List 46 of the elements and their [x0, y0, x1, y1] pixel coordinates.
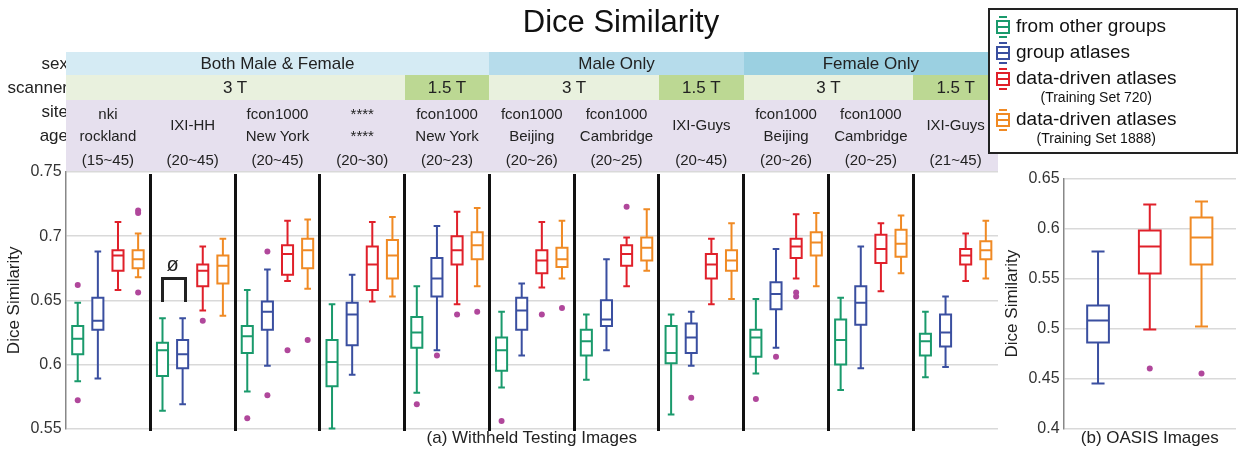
x-axis-title: (b) OASIS Images — [1080, 428, 1219, 448]
x-tick-label: fcon1000 New York (20~45) — [244, 104, 311, 170]
y-tick-label: 0.55 — [30, 419, 62, 437]
x-tick-label: fcon1000 Cambridge (20~25) — [833, 104, 909, 170]
text: 3 T — [489, 75, 659, 100]
legend-label: from other groups — [1016, 14, 1166, 38]
x-tick-label: nki rockland (15~45) — [78, 104, 138, 170]
category-label: IXI-HH (20~45) — [166, 116, 219, 168]
y-tick-label: 0.65 — [30, 290, 62, 308]
text: scanner — [6, 76, 68, 99]
x-tick-label: fcon1000 Beijing (20~26) — [754, 104, 818, 170]
x-axis-title: (a) Withheld Testing Images — [426, 428, 637, 448]
x-tick-label: fcon1000 Beijing (20~26) — [499, 104, 564, 170]
x-tick-label: fcon1000 Cambridge (20~25) — [578, 104, 655, 170]
text: sex — [40, 52, 68, 75]
text: 1.5 T — [658, 75, 744, 100]
y-tick-label: 0.75 — [30, 162, 62, 180]
y-tick-label: 0.6 — [1037, 219, 1060, 237]
y-tick-label: 0.65 — [1028, 169, 1060, 187]
x-tick-label: fcon1000 New York (20~23) — [414, 104, 480, 170]
text: 1.5 T — [913, 75, 998, 100]
text: Male Only — [489, 52, 744, 75]
y-axis-title: Dice Similarity — [1001, 249, 1021, 358]
y-tick-label: 0.5 — [1037, 319, 1060, 337]
y-tick-label: 0.4 — [1037, 419, 1060, 437]
text: Female Only — [743, 52, 998, 75]
text: age — [38, 125, 68, 147]
category-label: IXI-Guys (20~45) — [672, 116, 731, 168]
annotation: ø — [165, 253, 180, 277]
text: site — [40, 101, 68, 123]
category-label: **** — [350, 105, 374, 122]
y-tick-label: 0.7 — [39, 226, 62, 244]
y-tick-label: 0.55 — [1028, 269, 1060, 287]
category-label: IXI-Guys (21~45) — [926, 116, 985, 168]
x-tick-label: **** (20~30) — [335, 126, 390, 170]
legend-label: group atlases — [1016, 40, 1131, 64]
text: 3 T — [222, 77, 248, 97]
legend-label: data-driven atlases (Training Set 720) — [1016, 66, 1177, 105]
text: 1.5 T — [404, 75, 490, 100]
text: 3 T — [743, 75, 914, 100]
y-tick-label: 0.6 — [39, 354, 62, 372]
y-axis-title: Dice Similarity — [522, 4, 720, 39]
text: Dice Similarity — [3, 245, 23, 355]
y-tick-label: 0.45 — [1028, 369, 1060, 387]
legend-label: data-driven atlases (Training Set 1888) — [1016, 107, 1177, 146]
text: Both Male & Female — [200, 53, 355, 73]
